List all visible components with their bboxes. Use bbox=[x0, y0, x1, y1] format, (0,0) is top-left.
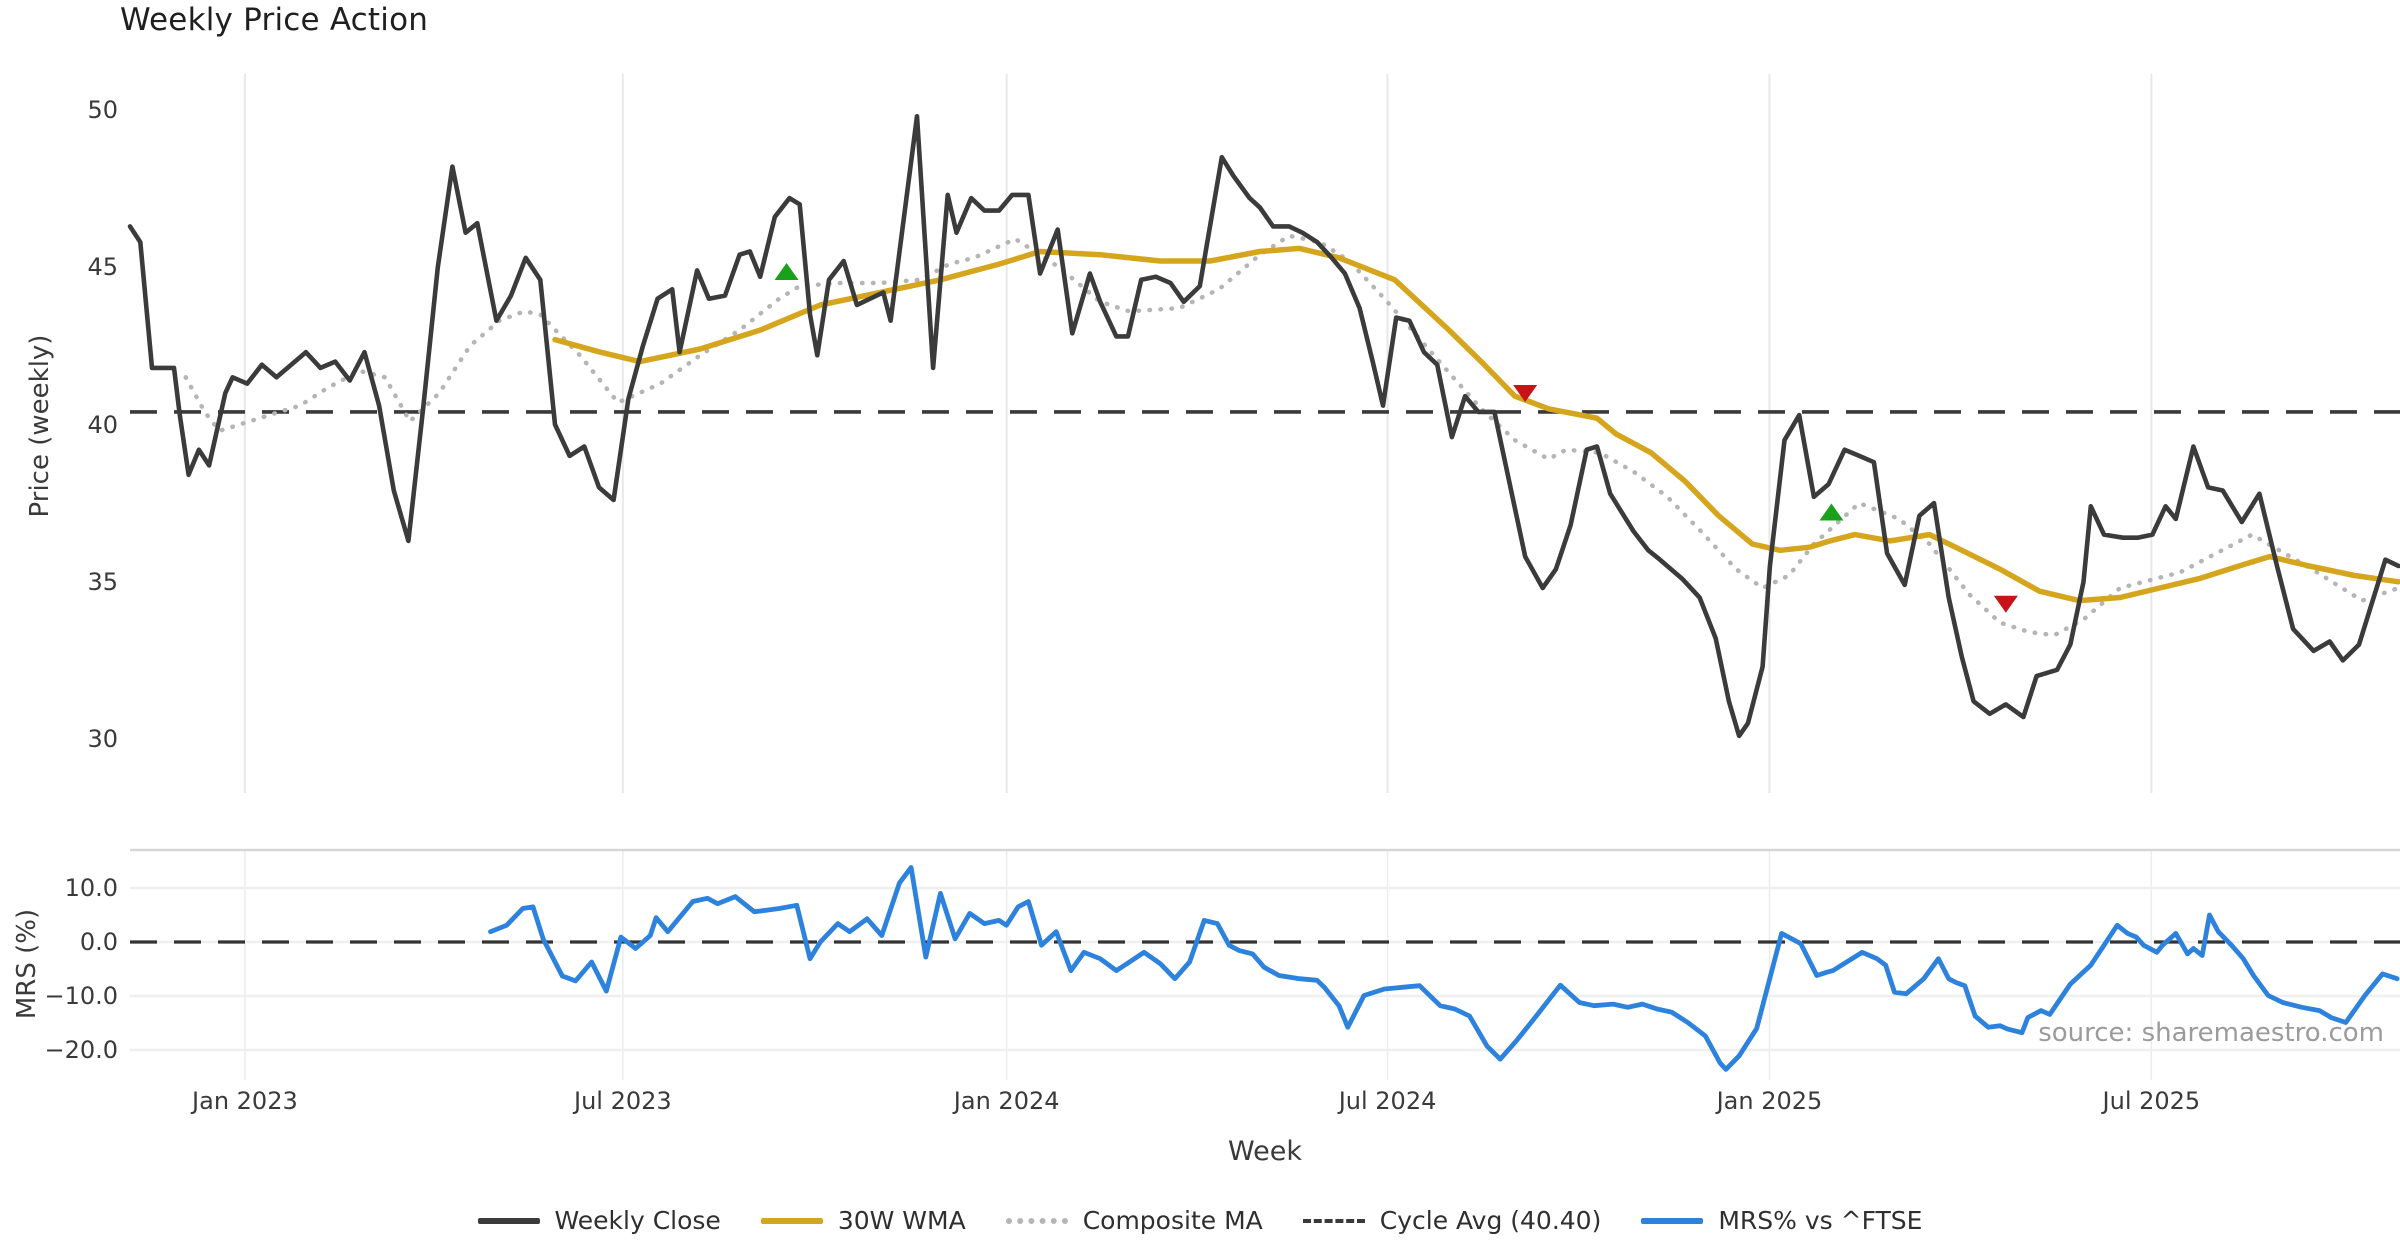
legend-item-30w-wma: 30W WMA bbox=[760, 1206, 966, 1235]
price-ytick-label: 50 bbox=[87, 96, 118, 124]
mrs-ytick-label: −10.0 bbox=[44, 982, 118, 1010]
source-note: source: sharemaestro.com bbox=[2038, 1018, 2384, 1048]
price-ytick-label: 35 bbox=[87, 567, 118, 596]
mrs-ytick-label: 0.0 bbox=[79, 928, 118, 956]
legend-item-label: Composite MA bbox=[1082, 1206, 1263, 1235]
legend: Weekly Close 30W WMA Composite MA Cycle Avg… bbox=[0, 1206, 2400, 1235]
buy-signal-marker bbox=[774, 262, 799, 280]
sell-signal-marker bbox=[1993, 595, 2018, 613]
x-tick-label: Jul 2024 bbox=[1338, 1087, 1437, 1115]
legend-item-weekly-close: Weekly Close bbox=[477, 1206, 721, 1235]
legend-swatch-icon bbox=[1005, 1217, 1068, 1224]
legend-swatch-icon bbox=[1302, 1218, 1365, 1223]
composite-ma-line bbox=[183, 233, 2400, 638]
mrs-ytick-label: 10.0 bbox=[64, 874, 118, 902]
legend-swatch-icon bbox=[760, 1217, 823, 1224]
sell-signal-marker bbox=[1513, 385, 1538, 403]
legend-item-cycle-avg-40-40-: Cycle Avg (40.40) bbox=[1302, 1206, 1602, 1235]
legend-swatch-icon bbox=[1641, 1217, 1704, 1224]
buy-signal-marker bbox=[1819, 503, 1844, 521]
x-tick-label: Jan 2025 bbox=[1716, 1087, 1823, 1115]
price-ytick-label: 45 bbox=[87, 253, 118, 282]
legend-item-mrs-vs-ftse: MRS% vs ^FTSE bbox=[1641, 1206, 1922, 1235]
x-tick-label: Jan 2023 bbox=[192, 1087, 298, 1115]
week-axis-label: Week bbox=[1228, 1136, 1302, 1167]
price-ytick-label: 40 bbox=[87, 410, 118, 439]
x-tick-label: Jul 2023 bbox=[574, 1087, 672, 1115]
mrs-line bbox=[488, 865, 2400, 1072]
x-tick-label: Jul 2025 bbox=[2102, 1087, 2201, 1115]
legend-item-label: Cycle Avg (40.40) bbox=[1379, 1206, 1602, 1235]
chart-title: Weekly Price Action bbox=[120, 2, 429, 38]
legend-item-label: 30W WMA bbox=[837, 1206, 966, 1235]
price-ytick-label: 30 bbox=[87, 725, 118, 753]
wma-30w-line bbox=[552, 245, 2400, 604]
weekly-close-line bbox=[127, 114, 2400, 739]
legend-swatch-icon bbox=[477, 1217, 540, 1224]
legend-item-composite-ma: Composite MA bbox=[1005, 1206, 1263, 1235]
legend-item-label: MRS% vs ^FTSE bbox=[1718, 1206, 1923, 1235]
mrs-ytick-label: −20.0 bbox=[44, 1036, 118, 1064]
x-tick-label: Jan 2024 bbox=[953, 1087, 1060, 1115]
legend-item-label: Weekly Close bbox=[554, 1206, 721, 1235]
